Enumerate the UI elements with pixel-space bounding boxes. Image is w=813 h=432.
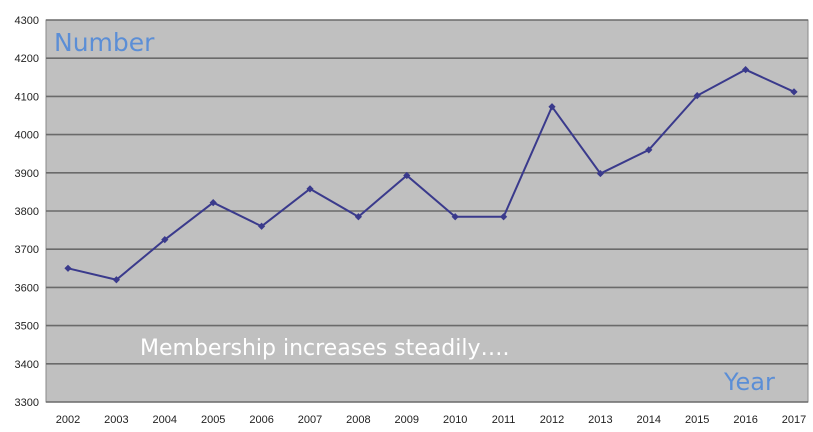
data-point bbox=[403, 171, 411, 180]
gridlines bbox=[46, 19, 808, 403]
data-point bbox=[645, 146, 653, 154]
x-axis-ticks: 2002 2003 2004 2005 2006 2007 2008 2009 2010 2011… bbox=[56, 414, 806, 426]
x-tick-label: 2013 bbox=[588, 414, 612, 426]
y-tick-label: 4300 bbox=[15, 15, 39, 27]
data-point bbox=[596, 169, 604, 178]
x-tick-label: 2014 bbox=[637, 414, 661, 426]
data-point bbox=[790, 88, 798, 96]
data-point bbox=[64, 264, 72, 272]
x-tick-label: 2009 bbox=[395, 414, 419, 426]
x-tick-label: 2003 bbox=[104, 414, 128, 426]
y-tick-label: 3400 bbox=[15, 359, 39, 371]
y-tick-label: 3800 bbox=[15, 206, 39, 218]
y-axis-ticks: 3300 3400 3500 3600 3700 3800 3900 4000 4100 4200… bbox=[15, 15, 39, 409]
x-tick-label: 2011 bbox=[492, 414, 516, 426]
data-point bbox=[209, 198, 217, 207]
y-tick-label: 4000 bbox=[15, 130, 39, 142]
data-point bbox=[693, 92, 701, 100]
y-tick-label: 4100 bbox=[15, 91, 39, 103]
x-tick-label: 2006 bbox=[249, 414, 273, 426]
y-tick-label: 3300 bbox=[15, 397, 39, 409]
y-axis-annotation: Number bbox=[54, 28, 155, 57]
data-point bbox=[112, 276, 120, 284]
x-tick-label: 2017 bbox=[782, 414, 806, 426]
series-line bbox=[67, 68, 795, 281]
x-tick-label: 2010 bbox=[443, 414, 467, 426]
x-tick-label: 2007 bbox=[298, 414, 322, 426]
x-tick-label: 2016 bbox=[733, 414, 757, 426]
data-point bbox=[306, 185, 314, 193]
data-point bbox=[500, 213, 508, 221]
y-tick-label: 4200 bbox=[15, 53, 39, 65]
x-tick-label: 2015 bbox=[685, 414, 709, 426]
chart-caption: Membership increases steadily…. bbox=[140, 336, 509, 361]
data-point bbox=[548, 103, 556, 111]
data-points bbox=[64, 66, 798, 284]
data-point bbox=[742, 66, 750, 74]
data-point bbox=[161, 236, 169, 244]
y-tick-label: 3600 bbox=[15, 282, 39, 294]
x-tick-label: 2005 bbox=[201, 414, 225, 426]
y-tick-label: 3900 bbox=[15, 168, 39, 180]
y-tick-label: 3700 bbox=[15, 244, 39, 256]
data-point bbox=[354, 213, 362, 221]
data-point bbox=[451, 213, 459, 221]
x-tick-label: 2012 bbox=[540, 414, 564, 426]
x-tick-label: 2002 bbox=[56, 414, 80, 426]
x-tick-label: 2008 bbox=[346, 414, 370, 426]
y-tick-label: 3500 bbox=[15, 321, 39, 333]
x-axis-annotation: Year bbox=[723, 368, 775, 396]
x-tick-label: 2004 bbox=[153, 414, 177, 426]
data-point bbox=[258, 222, 266, 230]
